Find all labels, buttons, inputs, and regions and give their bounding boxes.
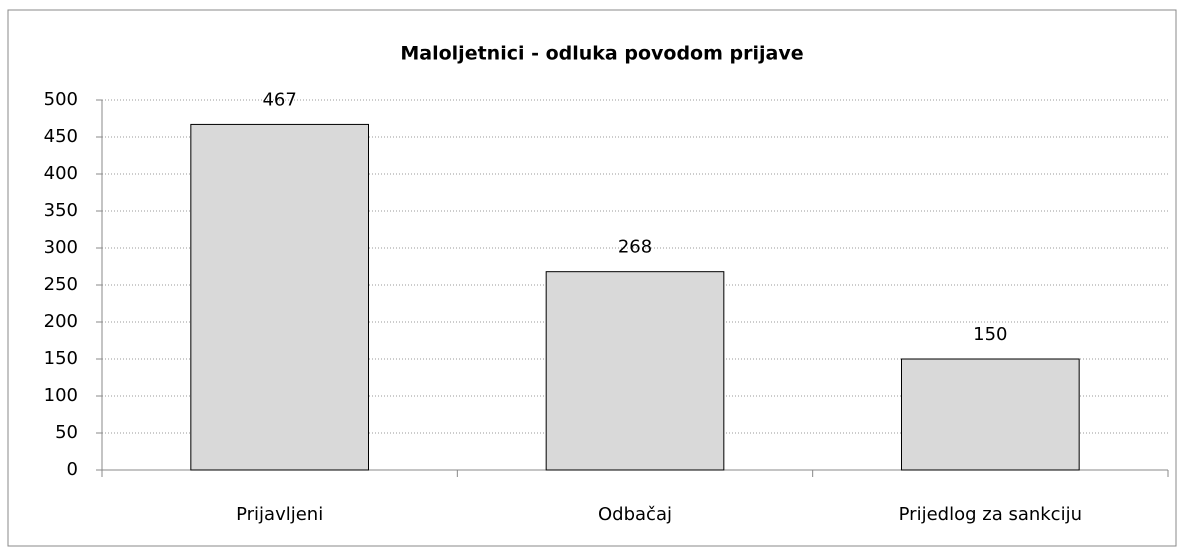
y-tick-label: 0: [67, 459, 78, 480]
y-tick-label: 250: [44, 274, 78, 295]
y-tick-label: 300: [44, 237, 78, 258]
y-tick-label: 500: [44, 89, 78, 110]
chart-title: Maloljetnici - odluka povodom prijave: [400, 43, 803, 65]
y-tick-label: 50: [55, 422, 78, 443]
x-tick-label: Odbačaj: [598, 504, 672, 525]
y-tick-label: 150: [44, 348, 78, 369]
y-tick-label: 100: [44, 385, 78, 406]
data-label: 467: [262, 89, 296, 110]
y-tick-label: 400: [44, 163, 78, 184]
y-tick-label: 200: [44, 311, 78, 332]
bar: [545, 271, 725, 471]
y-tick-label: 350: [44, 200, 78, 221]
x-tick-label: Prijavljeni: [236, 504, 323, 525]
data-label: 150: [973, 324, 1007, 345]
x-tick-label: Prijedlog za sankciju: [899, 504, 1082, 525]
data-label: 268: [618, 237, 652, 258]
y-tick-label: 450: [44, 126, 78, 147]
bar: [190, 123, 369, 471]
bar: [901, 358, 1080, 471]
